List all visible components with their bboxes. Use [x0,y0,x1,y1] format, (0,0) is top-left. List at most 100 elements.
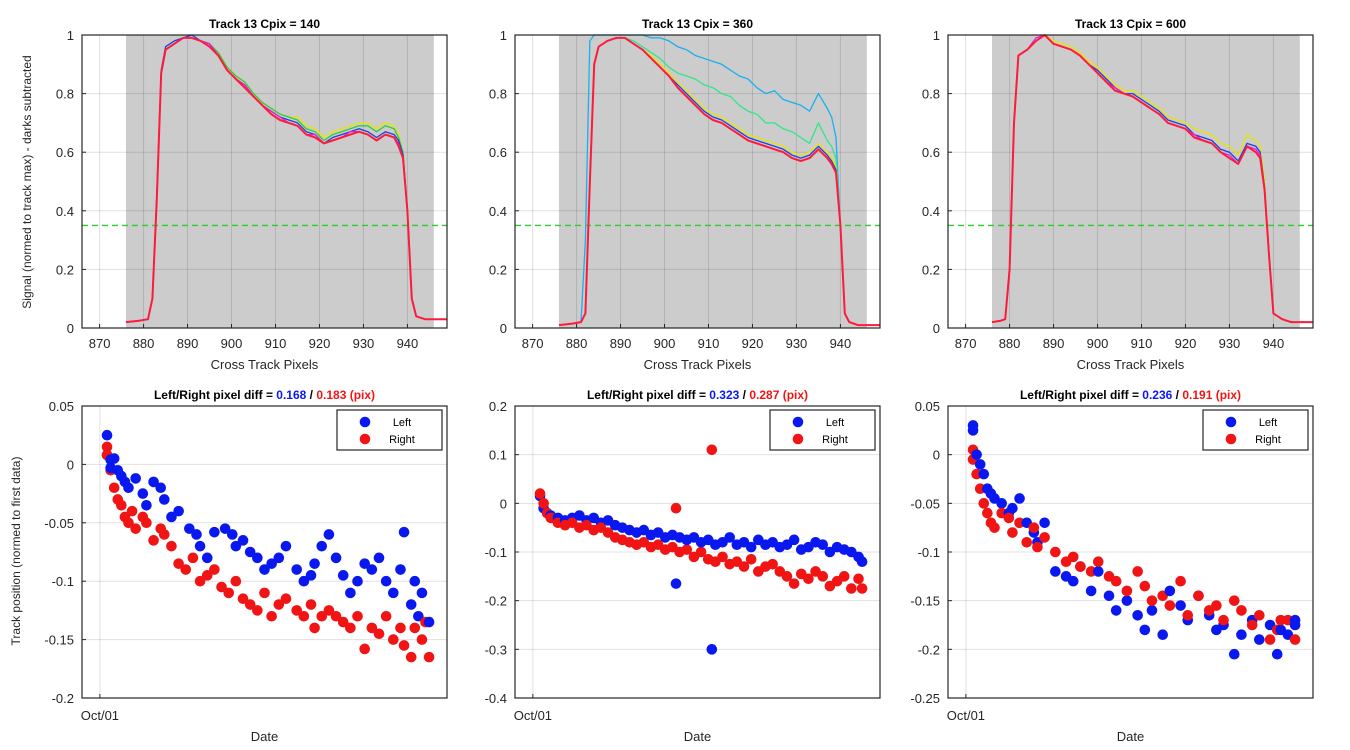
left-point [219,523,231,534]
left-point [323,529,335,540]
legend-left-marker [359,416,371,428]
left-point [244,546,256,558]
left-point [1146,605,1158,616]
x-tick-label: 930 [353,336,375,351]
left-point [1157,629,1169,641]
left-point [971,449,982,460]
left-point [201,552,213,564]
right-point [194,575,206,587]
x-tick-label: 900 [221,336,243,351]
x-tick-label: 870 [522,336,544,351]
shaded-region [125,35,434,328]
y-tick-label: 0.4 [56,204,74,219]
left-point [259,564,270,575]
left-point [1289,619,1301,631]
legend-right-label: Right [822,434,848,446]
legend-left-marker [792,416,804,428]
right-point [116,499,127,511]
right-point [788,578,800,589]
left-point [266,558,277,569]
title-right-value: 0.287 (pix) [749,388,808,402]
left-point [305,570,317,581]
left-point [1050,566,1061,577]
right-point [187,552,199,564]
right-point [1182,609,1194,621]
x-tick-label: 930 [1219,336,1241,351]
left-point [978,468,990,480]
chart-panels: 870 880 890 900 910 920 930 940 0 0.2 0.4 0.6 0.8 1 Tr… [44,17,1314,744]
y-tick-label: -0.4 [485,691,507,706]
series-line-red [991,34,1313,324]
series-line-blue [125,34,447,323]
left-point [155,482,167,494]
legend-box [1202,409,1309,451]
left-point [670,578,682,589]
x-tick-label: 920 [309,336,331,351]
left-point [194,540,206,552]
y-tick-label: 0 [67,457,74,472]
right-point [316,610,328,622]
y-tick-label: 0 [933,448,940,463]
right-point [298,610,310,622]
right-point [803,573,814,585]
right-point [209,564,220,575]
legend: Left Right [1202,409,1309,451]
legend-box [336,409,443,451]
left-point [1271,648,1283,660]
left-point [706,644,718,655]
top-row-ylabel: Signal (normed to track max) - darks sub… [20,55,34,308]
chart-panel-5: Oct/01 -0.4 -0.3 -0.2 -0.1 0 0.1 0.2 Left/Right … [485,388,881,744]
legend-box [769,409,876,451]
y-tick-label: 0.05 [915,399,940,414]
title-prefix: Left/Right pixel diff = [587,388,709,402]
right-point [244,599,256,610]
left-point [423,616,435,628]
legend-right-marker [1225,433,1237,445]
x-tick-label: 910 [265,336,287,351]
right-point [856,583,868,594]
chart-title: Left/Right pixel diff = 0.236 / 0.191 (p… [1020,388,1241,402]
right-point [173,558,184,569]
right-point [1289,634,1301,645]
left-point [380,575,392,587]
chart-panel-1: 870 880 890 900 910 920 930 940 0 0.2 0.4 0.6 0.8 1 Tr… [56,17,448,372]
left-point [724,532,736,543]
x-axis-label: Date [684,729,711,744]
axes-frame [947,405,1314,699]
left-point [148,476,159,488]
y-tick-label: 1 [67,28,74,43]
left-point [191,529,202,540]
right-point [1007,527,1018,538]
right-point [1121,585,1133,597]
plot-background [82,406,447,698]
right-point [738,561,750,572]
left-point [817,539,829,550]
left-point [405,599,417,610]
left-point [226,529,238,540]
title-separator: / [1172,388,1182,402]
y-tick-label: 0.6 [489,145,507,160]
left-point [996,498,1007,509]
title-left-value: 0.236 [1142,388,1172,402]
left-point [108,453,120,464]
right-point [1146,595,1158,606]
right-point [670,502,682,514]
right-point [1032,541,1043,553]
left-point [137,488,149,499]
x-tick-label: 930 [786,336,808,351]
left-point [1085,585,1097,597]
right-point [1028,522,1040,533]
left-point [130,473,141,484]
left-point [166,511,177,523]
right-point [1067,551,1079,563]
right-point [846,583,857,594]
x-axis-label: Date [251,729,278,744]
left-point [1164,585,1176,597]
right-point [108,482,120,494]
x-tick-label: 890 [177,336,199,351]
axes-frame [947,34,1314,329]
left-point [252,552,263,564]
y-tick-label: -0.2 [485,594,507,609]
right-point [309,622,320,634]
right-point [305,599,317,610]
